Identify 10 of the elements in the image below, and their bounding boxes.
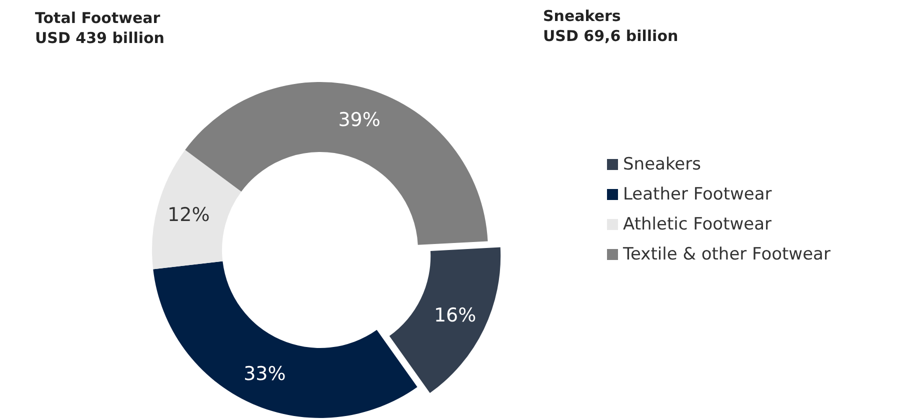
text: Total Footwear USD 439 billion xyxy=(35,9,164,47)
text: Sneakers USD 69,6 billion xyxy=(543,7,678,45)
legend-label: Sneakers xyxy=(623,154,702,174)
legend-label: Athletic Footwear xyxy=(623,214,772,234)
data-label: 12% xyxy=(168,204,210,226)
legend-label: Textile & other Footwear xyxy=(622,244,830,264)
data-label: 16% xyxy=(434,304,476,326)
data-label: 33% xyxy=(244,363,286,386)
data-label: 39% xyxy=(338,108,380,131)
legend-label: Leather Footwear xyxy=(623,184,772,204)
